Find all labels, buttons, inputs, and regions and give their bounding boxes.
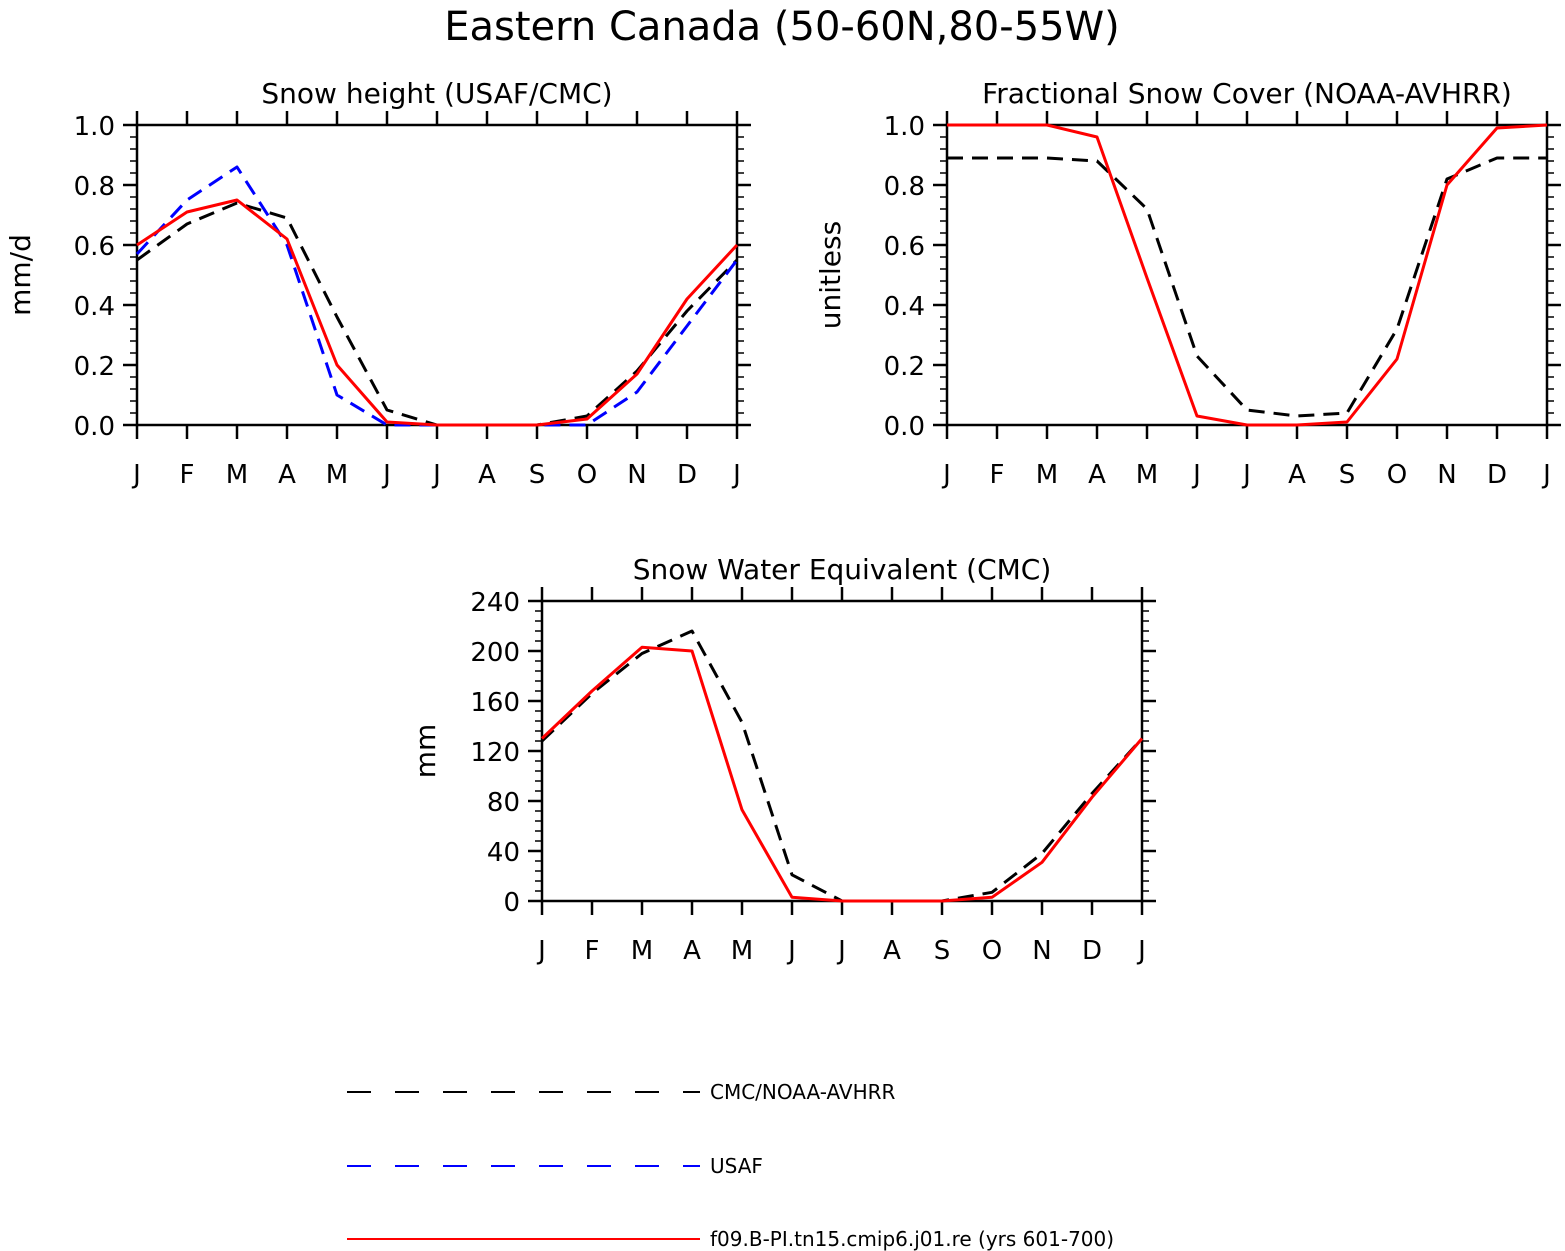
- y-axis-label: unitless: [814, 221, 847, 329]
- y-tick-label: 0.2: [74, 352, 115, 382]
- x-tick-label: N: [1032, 936, 1051, 966]
- x-tick-label: J: [1136, 936, 1146, 966]
- x-tick-label: M: [226, 460, 248, 490]
- y-tick-label: 0.0: [884, 412, 925, 442]
- x-tick-label: D: [1487, 460, 1507, 490]
- x-tick-label: J: [941, 460, 951, 490]
- plot-frame: [945, 123, 1549, 427]
- y-tick-label: 0.4: [884, 292, 925, 322]
- legend: CMC/NOAA-AVHRR USAF f09.B-PI.tn15.cmip6.j0…: [347, 1080, 1114, 1251]
- x-tick-label: M: [1036, 460, 1058, 490]
- x-tick-label: J: [381, 460, 391, 490]
- panel-swe: Snow Water Equivalent (CMC)mmJ F M A M J J A S O N…: [409, 553, 1156, 966]
- panel-title: Snow Water Equivalent (CMC): [633, 553, 1052, 586]
- x-tick-label: J: [786, 936, 796, 966]
- x-tick-label: J: [1191, 460, 1201, 490]
- x-tick-label: A: [683, 936, 701, 966]
- series-line-cmc-noaa-avhrr: [947, 156, 1547, 418]
- y-tick-label: 0.2: [884, 352, 925, 382]
- panel-title: Snow height (USAF/CMC): [261, 77, 612, 110]
- y-tick-label: 1.0: [74, 112, 115, 142]
- x-tick-label: J: [431, 460, 441, 490]
- x-tick-label: A: [883, 936, 901, 966]
- plot-frame: [540, 599, 1144, 903]
- x-tick-label: O: [982, 936, 1002, 966]
- y-axis-label: mm: [409, 724, 442, 779]
- x-tick-label: J: [836, 936, 846, 966]
- x-tick-label: O: [577, 460, 597, 490]
- panel-snow-cover: Fractional Snow Cover (NOAA-AVHRR) unitle…: [814, 77, 1561, 490]
- series-line-f09-b-pi-tn15-cmip6-j01-re-yrs-601-700: [947, 123, 1548, 427]
- series-line-f09-b-pi-tn15-cmip6-j01-re-yrs-601-700: [540, 645, 1144, 903]
- x-tick-label: A: [1088, 460, 1106, 490]
- x-tick-label: D: [1082, 936, 1102, 966]
- x-tick-label: N: [1437, 460, 1456, 490]
- y-tick-label: 0: [503, 888, 520, 918]
- plot-frame: [135, 123, 739, 427]
- y-tick-label: 0.8: [884, 172, 925, 202]
- y-tick-label: 0.8: [74, 172, 115, 202]
- x-tick-label: J: [536, 936, 546, 966]
- y-tick-label: 40: [487, 838, 520, 868]
- y-tick-label: 1.0: [884, 112, 925, 142]
- legend-item: CMC/NOAA-AVHRR: [347, 1080, 896, 1104]
- panel-title: Fractional Snow Cover (NOAA-AVHRR): [982, 77, 1512, 110]
- legend-item: f09.B-PI.tn15.cmip6.j01.re (yrs 601-700): [347, 1227, 1114, 1251]
- x-tick-label: S: [529, 460, 546, 490]
- x-tick-label: F: [180, 460, 195, 490]
- x-tick-label: M: [631, 936, 653, 966]
- legend-label: f09.B-PI.tn15.cmip6.j01.re (yrs 601-700): [710, 1227, 1114, 1251]
- y-tick-label: 0.6: [74, 232, 115, 262]
- x-tick-label: M: [1136, 460, 1158, 490]
- x-tick-label: A: [1288, 460, 1306, 490]
- x-tick-label: J: [731, 460, 741, 490]
- x-tick-label: N: [627, 460, 646, 490]
- x-tick-label: A: [278, 460, 296, 490]
- y-tick-label: 120: [470, 738, 520, 768]
- y-axis-label: mm/d: [4, 234, 37, 316]
- y-tick-label: 160: [470, 688, 520, 718]
- series-line-cmc-noaa-avhrr: [540, 629, 1144, 903]
- x-tick-label: F: [990, 460, 1005, 490]
- legend-label: CMC/NOAA-AVHRR: [710, 1080, 896, 1104]
- x-tick-label: D: [677, 460, 697, 490]
- y-tick-label: 0.4: [74, 292, 115, 322]
- y-tick-label: 0.0: [74, 412, 115, 442]
- x-tick-label: A: [478, 460, 496, 490]
- legend-item: USAF: [347, 1154, 763, 1178]
- series-line-cmc-noaa-avhrr: [136, 201, 739, 427]
- x-tick-label: S: [934, 936, 951, 966]
- x-tick-label: S: [1339, 460, 1356, 490]
- x-tick-label: J: [1541, 460, 1551, 490]
- y-tick-label: 0.6: [884, 232, 925, 262]
- y-tick-label: 200: [470, 638, 520, 668]
- x-tick-label: O: [1387, 460, 1407, 490]
- x-tick-label: M: [326, 460, 348, 490]
- panels: Snow height (USAF/CMC)mm/dJ F M A M J J A S O N D J0…: [4, 77, 1561, 966]
- x-tick-label: F: [585, 936, 600, 966]
- x-tick-label: J: [1241, 460, 1251, 490]
- y-tick-label: 240: [470, 588, 520, 618]
- panel-snow-height: Snow height (USAF/CMC)mm/dJ F M A M J J A S O N D J0…: [4, 77, 751, 490]
- x-tick-label: J: [131, 460, 141, 490]
- legend-label: USAF: [710, 1154, 763, 1178]
- x-tick-label: M: [731, 936, 753, 966]
- figure-title: Eastern Canada (50-60N,80-55W): [444, 4, 1120, 50]
- series-line-f09-b-pi-tn15-cmip6-j01-re-yrs-601-700: [136, 198, 739, 427]
- y-tick-label: 80: [487, 788, 520, 818]
- series-line-usaf: [135, 165, 739, 427]
